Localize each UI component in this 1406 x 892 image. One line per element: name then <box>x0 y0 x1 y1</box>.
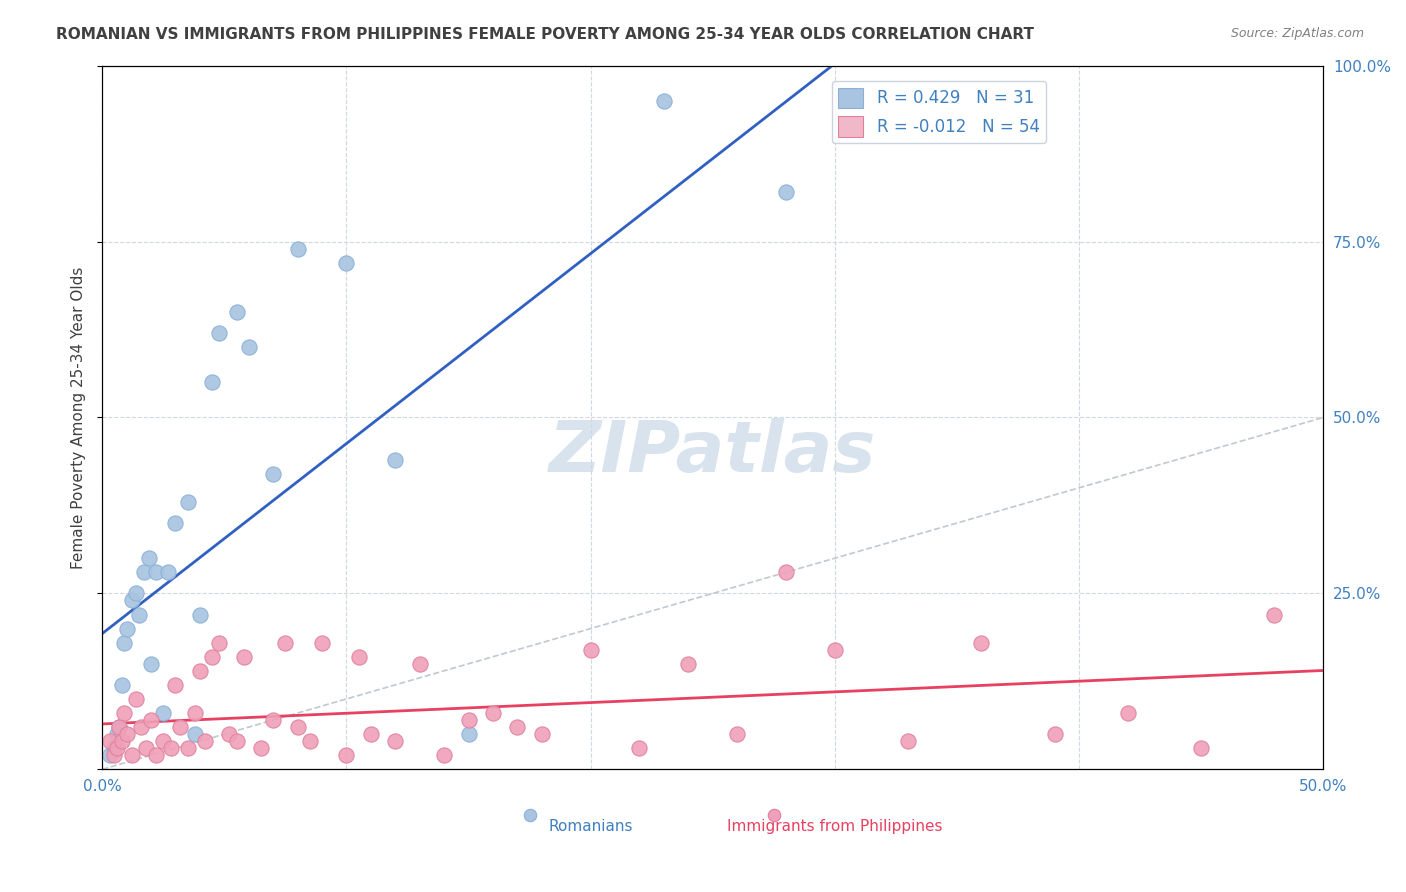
Point <box>115 622 138 636</box>
Point <box>347 649 370 664</box>
Point <box>121 748 143 763</box>
Point <box>250 741 273 756</box>
Point <box>145 566 167 580</box>
Point <box>775 566 797 580</box>
Point <box>103 748 125 763</box>
Point <box>287 242 309 256</box>
Text: Source: ZipAtlas.com: Source: ZipAtlas.com <box>1230 27 1364 40</box>
Point <box>208 635 231 649</box>
Point <box>112 706 135 720</box>
Point <box>201 649 224 664</box>
Text: Romanians: Romanians <box>548 819 633 834</box>
Point <box>145 748 167 763</box>
Point <box>103 741 125 756</box>
Point <box>225 734 247 748</box>
Point <box>946 808 969 822</box>
Point <box>184 727 207 741</box>
Point <box>335 255 357 269</box>
Point <box>530 727 553 741</box>
Text: ZIPatlas: ZIPatlas <box>550 418 876 487</box>
Point <box>232 649 254 664</box>
Point <box>105 727 128 741</box>
Point <box>159 741 181 756</box>
Point <box>579 642 602 657</box>
Point <box>897 734 920 748</box>
Y-axis label: Female Poverty Among 25-34 Year Olds: Female Poverty Among 25-34 Year Olds <box>72 267 86 568</box>
Point <box>194 734 217 748</box>
Point <box>139 657 162 671</box>
Point <box>165 678 187 692</box>
Point <box>274 635 297 649</box>
Point <box>775 186 797 200</box>
Point <box>384 734 406 748</box>
Text: Immigrants from Philippines: Immigrants from Philippines <box>727 819 942 834</box>
Point <box>125 586 148 600</box>
Point <box>165 516 187 530</box>
Point <box>457 713 479 727</box>
Point <box>184 706 207 720</box>
Point <box>824 642 846 657</box>
Point <box>238 340 260 354</box>
Point <box>188 607 211 622</box>
Point <box>157 566 180 580</box>
Point <box>1043 727 1066 741</box>
Point <box>1116 706 1139 720</box>
Point <box>176 495 198 509</box>
Point <box>98 734 121 748</box>
Point <box>311 635 333 649</box>
Point <box>628 741 651 756</box>
Point <box>506 720 529 734</box>
Point <box>188 664 211 678</box>
Point <box>225 305 247 319</box>
Point <box>98 748 121 763</box>
Point <box>201 376 224 390</box>
Point <box>218 727 240 741</box>
Point <box>105 741 128 756</box>
Point <box>482 706 505 720</box>
Point <box>457 727 479 741</box>
Point <box>115 727 138 741</box>
Point <box>111 734 134 748</box>
Point <box>129 720 152 734</box>
Point <box>970 635 993 649</box>
Point <box>152 734 174 748</box>
Point <box>298 734 321 748</box>
Point <box>121 593 143 607</box>
Point <box>652 94 675 108</box>
Point <box>176 741 198 756</box>
Point <box>433 748 456 763</box>
Point <box>1189 741 1212 756</box>
Point <box>108 720 131 734</box>
Point <box>112 635 135 649</box>
Point <box>138 551 160 566</box>
Legend: R = 0.429   N = 31, R = -0.012   N = 54: R = 0.429 N = 31, R = -0.012 N = 54 <box>831 81 1046 144</box>
Point <box>678 657 700 671</box>
Point <box>139 713 162 727</box>
Point <box>132 566 155 580</box>
Point <box>335 748 357 763</box>
Point <box>262 467 284 481</box>
Point <box>169 720 191 734</box>
Point <box>108 720 131 734</box>
Point <box>287 720 309 734</box>
Point <box>1263 607 1285 622</box>
Point <box>152 706 174 720</box>
Point <box>384 452 406 467</box>
Point <box>111 678 134 692</box>
Text: ROMANIAN VS IMMIGRANTS FROM PHILIPPINES FEMALE POVERTY AMONG 25-34 YEAR OLDS COR: ROMANIAN VS IMMIGRANTS FROM PHILIPPINES … <box>56 27 1035 42</box>
Point <box>725 727 748 741</box>
Point <box>360 727 382 741</box>
Point <box>135 741 157 756</box>
Point <box>125 692 148 706</box>
Point <box>208 326 231 340</box>
Point <box>408 657 430 671</box>
Point <box>128 607 150 622</box>
Point <box>262 713 284 727</box>
